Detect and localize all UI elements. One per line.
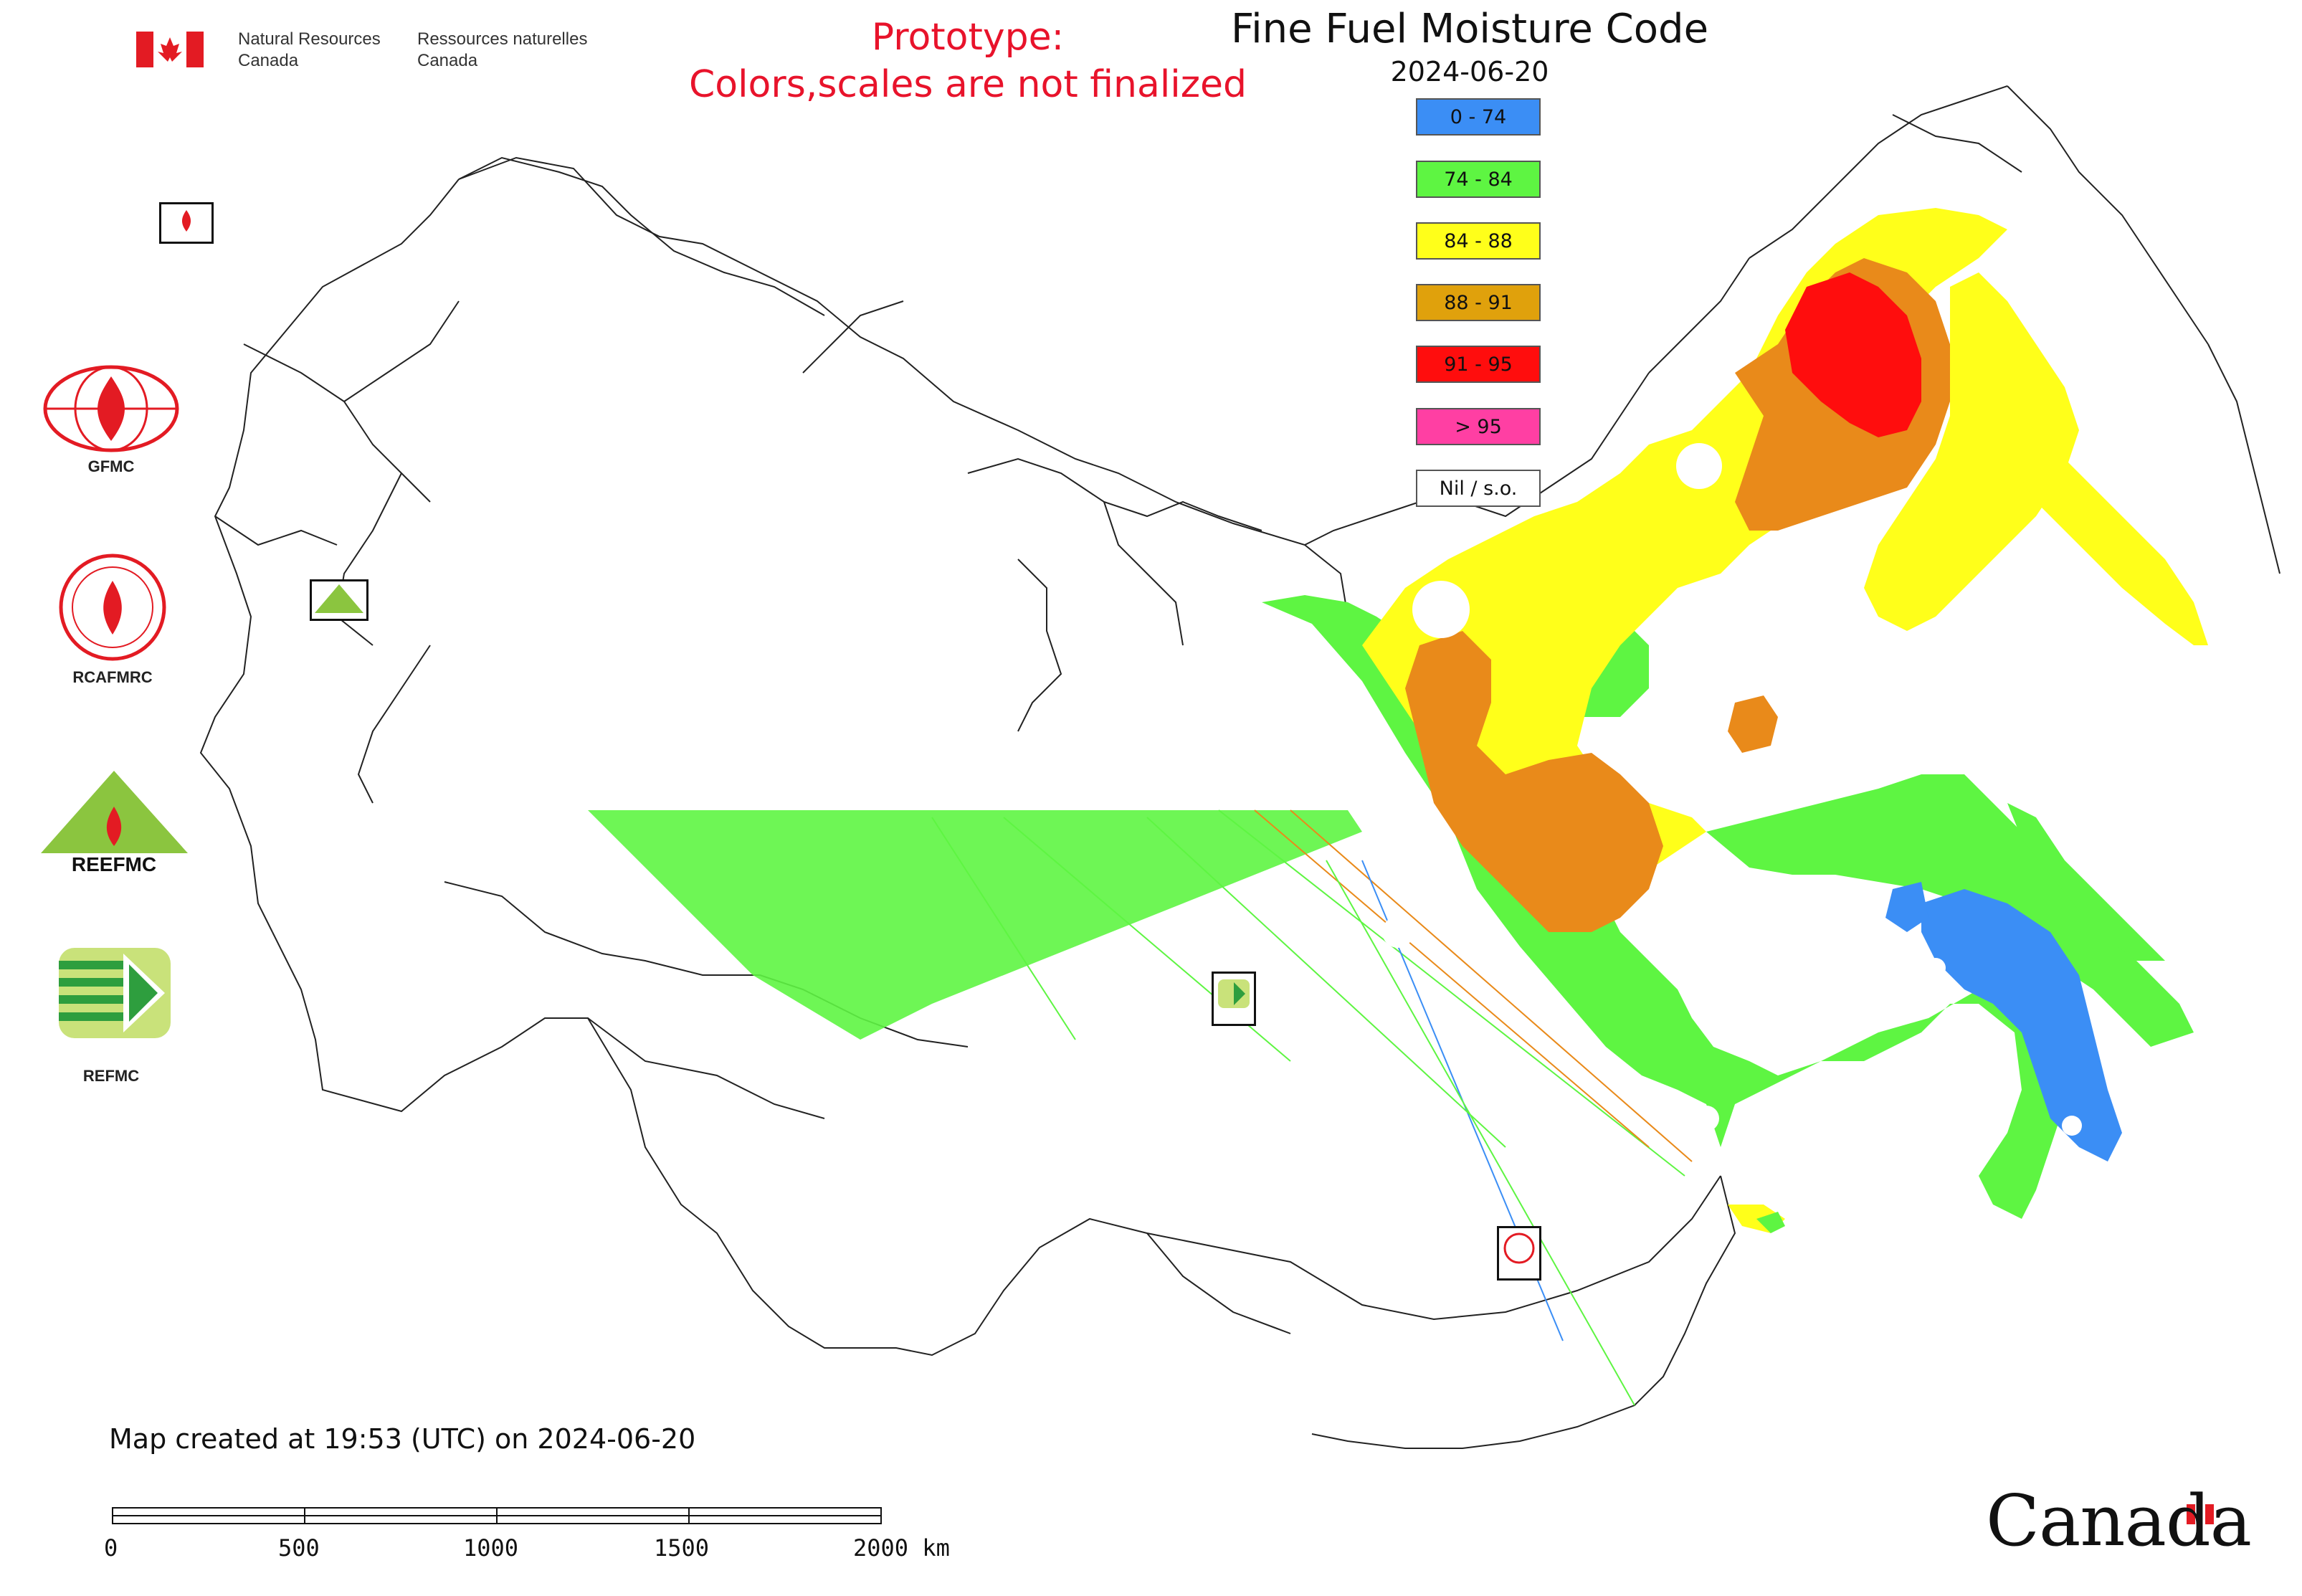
- legend-item-88-91: 88 - 91: [1416, 284, 1541, 321]
- ffmc-zone-84-88-kamchatka: [2000, 402, 2208, 645]
- map-title: Fine Fuel Moisture Code: [1230, 6, 1709, 52]
- ffmc-raster: [588, 208, 2208, 1219]
- canada-wordmark-flag: [2187, 1504, 2214, 1524]
- legend-label: 84 - 88: [1444, 229, 1513, 252]
- ffmc-zone-0-74-west: [1885, 882, 1928, 932]
- refmc-label: REFMC: [82, 1067, 140, 1085]
- sakhalin-hokkaido: [1728, 803, 2165, 1233]
- nrcan-name-fr: Ressources naturelles Canada: [417, 29, 587, 72]
- rcafmrc-label: RCAFMRC: [72, 668, 153, 686]
- prototype-notice-line2: Colors,scales are not finalized: [688, 63, 1247, 106]
- map-date: 2024-06-20: [1390, 56, 1549, 87]
- ffmc-zone-88-91-small: [1728, 695, 1778, 753]
- legend-item-91-95: 91 - 95: [1416, 346, 1541, 383]
- ffmc-zone-0-74: [1921, 889, 2122, 1162]
- map-created-text: Map created at 19:53 (UTC) on 2024-06-20: [109, 1423, 696, 1455]
- legend-item-74-84: 74 - 84: [1416, 161, 1541, 198]
- refmc-logo: [57, 946, 172, 1040]
- reefmc-logo: REEFMC: [37, 767, 191, 875]
- scale-label-1500: 1500: [654, 1534, 710, 1562]
- nodata-holes: [1382, 443, 2082, 1136]
- scale-label-500: 500: [278, 1534, 320, 1562]
- gfmc-logo: [39, 362, 183, 455]
- ffmc-streaks: [588, 810, 1362, 1040]
- legend-item-0-74: 0 - 74: [1416, 98, 1541, 136]
- prototype-notice-line1: Prototype:: [871, 16, 1065, 59]
- nrcan-en-line2: Canada: [238, 51, 299, 70]
- reefmc-mini-logo: [310, 579, 368, 621]
- ffmc-zone-74-84-east: [1706, 774, 2194, 1047]
- ffmc-zone-91-95: [1785, 272, 1921, 437]
- refmc-mini-logo: [1212, 972, 1256, 1026]
- ffmc-zone-84-88-ne: [1864, 272, 2079, 631]
- legend-label: 91 - 95: [1444, 353, 1513, 376]
- reefmc-logo-text: REEFMC: [72, 853, 156, 875]
- gfmc-mini-logo: [159, 202, 214, 244]
- nrcan-flag-icon: [136, 32, 204, 67]
- legend-label: Nil / s.o.: [1439, 477, 1518, 500]
- nrcan-en-line1: Natural Resources: [238, 29, 381, 49]
- scale-label-0: 0: [104, 1534, 118, 1562]
- nrcan-name-en: Natural Resources Canada: [238, 29, 381, 72]
- legend-item-84-88: 84 - 88: [1416, 222, 1541, 260]
- legend-label: > 95: [1455, 415, 1502, 438]
- legend-item-gt95: > 95: [1416, 408, 1541, 445]
- canada-wordmark: Canada: [1986, 1481, 2252, 1562]
- country-borders: [199, 156, 1736, 1449]
- legend-item-nil: Nil / s.o.: [1416, 470, 1541, 507]
- ffmc-zone-88-91-west: [1405, 631, 1663, 932]
- coastlines: [458, 85, 2280, 732]
- legend-label: 74 - 84: [1444, 168, 1513, 191]
- nrcan-fr-line2: Canada: [417, 51, 478, 70]
- legend-label: 0 - 74: [1450, 105, 1507, 128]
- scale-label-2000: 2000 km: [853, 1534, 950, 1562]
- rcafmrc-mini-logo: [1497, 1226, 1541, 1281]
- scalebar: [112, 1507, 882, 1524]
- gfmc-label: GFMC: [87, 457, 135, 475]
- rcafmrc-logo: [57, 552, 168, 663]
- scale-label-1000: 1000: [463, 1534, 519, 1562]
- legend-label: 88 - 91: [1444, 291, 1513, 314]
- nrcan-fr-line1: Ressources naturelles: [417, 29, 588, 49]
